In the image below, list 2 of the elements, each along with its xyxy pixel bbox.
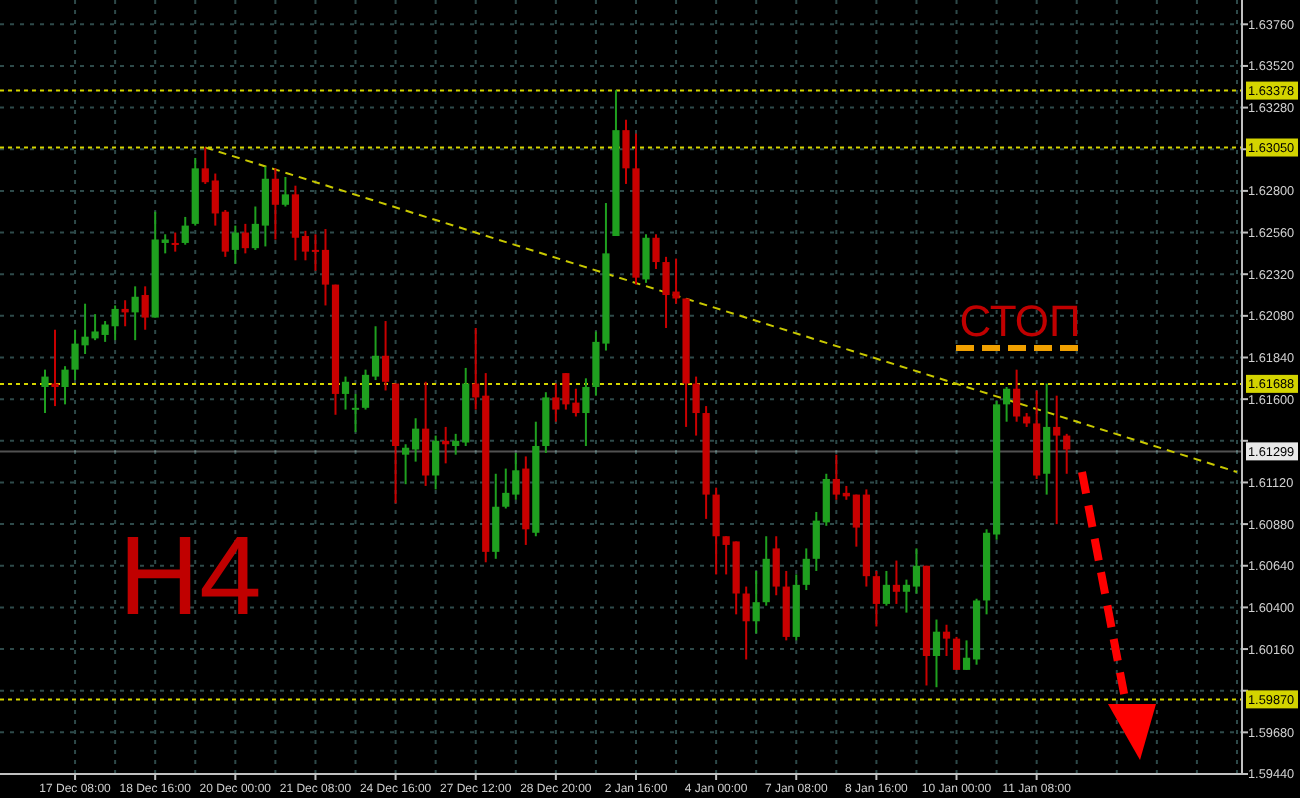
annotation: СТОП	[959, 296, 1081, 346]
annotation: H4	[118, 512, 262, 638]
